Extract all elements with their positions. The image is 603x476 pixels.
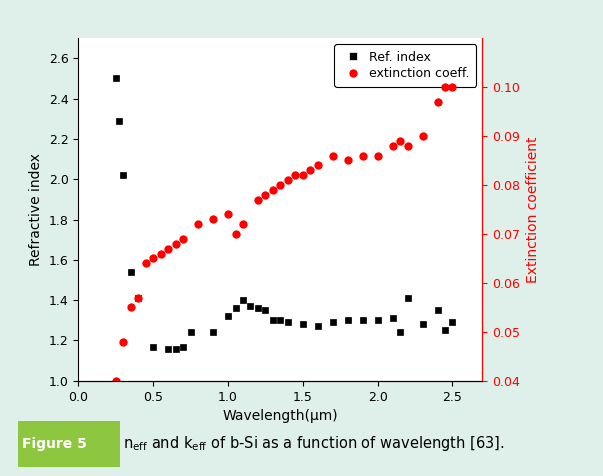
Y-axis label: Refractive index: Refractive index — [29, 153, 43, 266]
Y-axis label: Extinction coefficient: Extinction coefficient — [526, 136, 540, 283]
Text: $\mathsf{n_{eff}}$ and $\mathsf{k_{eff}}$ of b-Si as a function of wavelength [6: $\mathsf{n_{eff}}$ and $\mathsf{k_{eff}}… — [123, 435, 505, 453]
Text: Figure 5: Figure 5 — [22, 437, 87, 451]
X-axis label: Wavelength(μm): Wavelength(μm) — [223, 409, 338, 423]
Legend: Ref. index, extinction coeff.: Ref. index, extinction coeff. — [335, 44, 476, 87]
FancyBboxPatch shape — [15, 421, 120, 467]
